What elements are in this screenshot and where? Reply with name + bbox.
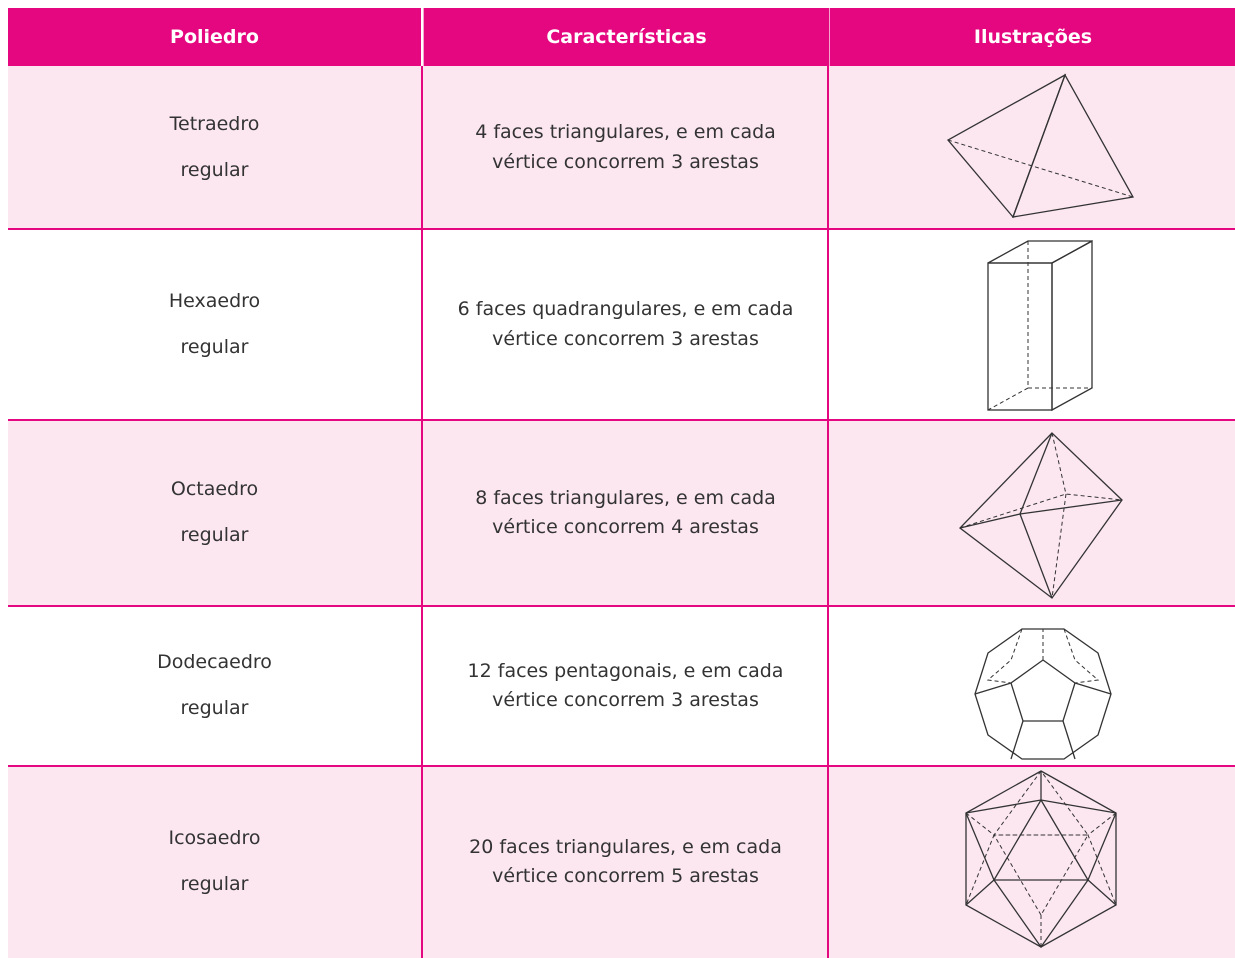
col-border <box>827 66 829 958</box>
row-border <box>8 419 1235 421</box>
poliedro-cell: Icosaedro regular <box>8 766 421 958</box>
caracteristicas-cell: 8 faces triangulares, e em cada vértice c… <box>423 420 828 606</box>
text-line: vértice concorrem 4 arestas <box>492 516 759 538</box>
text-line: vértice concorrem 5 arestas <box>492 865 759 887</box>
text-line: regular <box>180 158 249 181</box>
text-line: Tetraedro <box>169 112 260 135</box>
text-line: Octaedro <box>170 478 259 501</box>
header-cell: Ilustrações <box>829 8 1235 66</box>
row-border <box>8 765 1235 767</box>
text-line: regular <box>180 524 249 546</box>
text-line: 20 faces triangulares, e em cada <box>469 835 782 858</box>
text-line: 6 faces quadrangulares, e em cada <box>457 298 794 321</box>
caracteristicas-cell: 4 faces triangulares, e em cada vértice c… <box>423 66 828 229</box>
cube <box>987 239 1093 412</box>
row-bg <box>8 766 1235 958</box>
header-cell: Características <box>423 8 829 66</box>
tetrahedron <box>946 73 1135 219</box>
row-border <box>8 605 1235 607</box>
text-line: Hexaedro <box>168 289 261 312</box>
row-border <box>8 228 1235 230</box>
octahedron <box>959 432 1123 599</box>
poliedro-cell: Octaedro regular <box>8 420 421 606</box>
caracteristicas-cell: 12 faces pentagonais, e em cada vértice c… <box>423 606 828 766</box>
poliedro-cell: Tetraedro regular <box>8 66 421 229</box>
text-line: regular <box>180 697 249 719</box>
poliedro-cell: Dodecaedro regular <box>8 606 421 766</box>
text-line: 4 faces triangulares, e em cada <box>475 121 776 144</box>
dodecahedron <box>974 628 1112 760</box>
caracteristicas-cell: 6 faces quadrangulares, e em cada vértice… <box>423 229 828 420</box>
text-line: 8 faces triangulares, e em cada <box>475 486 776 509</box>
text-line: vértice concorrem 3 arestas <box>492 689 759 711</box>
caracteristicas-cell: 20 faces triangulares, e em cada vértice … <box>423 766 828 958</box>
header-cell: Poliedro <box>8 8 421 66</box>
icosahedron <box>965 770 1117 949</box>
text-line: Icosaedro <box>168 827 261 850</box>
text-line: Dodecaedro <box>157 651 272 674</box>
text-line: regular <box>180 335 249 358</box>
text-line: vértice concorrem 3 arestas <box>492 150 759 173</box>
row-bg <box>8 66 1235 229</box>
text-line: vértice concorrem 3 arestas <box>492 327 759 350</box>
text-line: 12 faces pentagonais, e em cada <box>467 659 784 682</box>
poliedro-cell: Hexaedro regular <box>8 229 421 420</box>
col-border <box>421 66 423 958</box>
text-line: regular <box>180 873 249 895</box>
